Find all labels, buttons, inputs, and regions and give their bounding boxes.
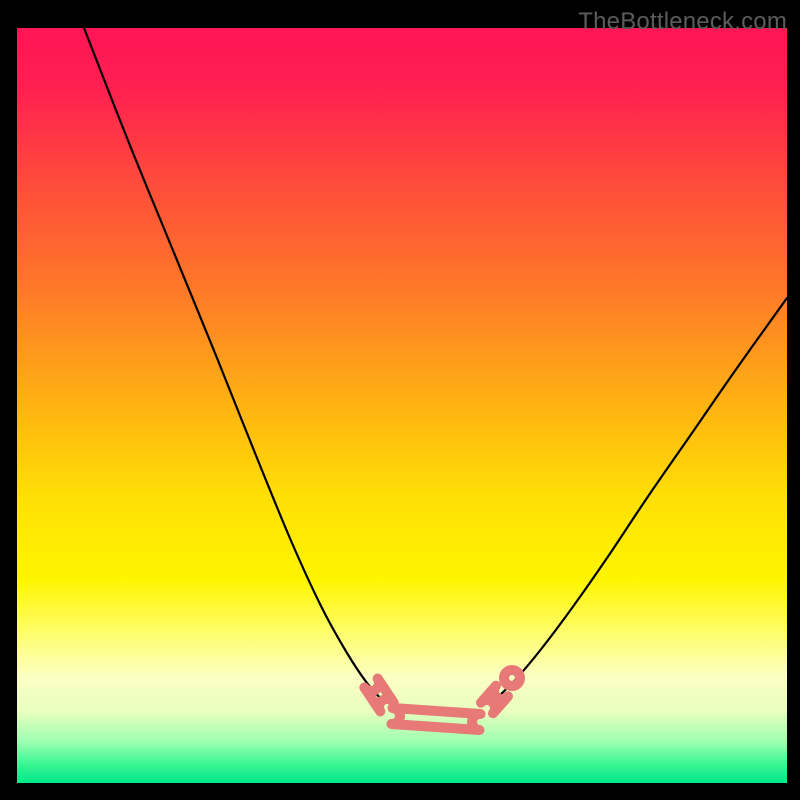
curve-line: [497, 298, 787, 698]
curves-layer: [17, 28, 787, 783]
watermark-text: TheBottleneck.com: [578, 8, 787, 36]
overlay-capsule: [391, 708, 480, 730]
curve-line: [84, 28, 385, 703]
plot-area: [17, 28, 787, 783]
chart-frame: TheBottleneck.com: [0, 0, 800, 800]
overlay-ring: [504, 670, 520, 686]
